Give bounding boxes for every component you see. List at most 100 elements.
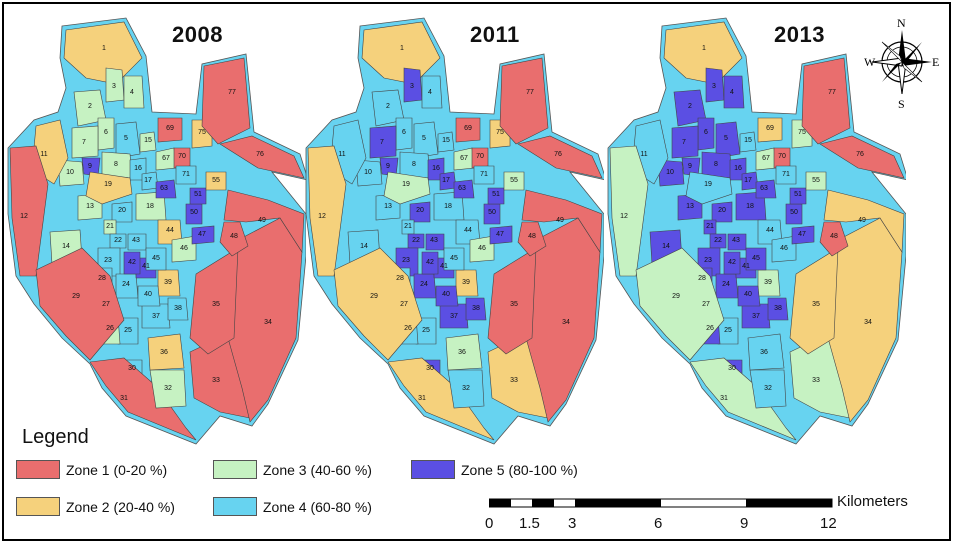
district-label-41: 41 [742,263,750,270]
scale-bar-graphic [488,498,833,508]
district-4 [421,75,443,109]
district-label-6: 6 [704,129,708,136]
district-label-25: 25 [422,327,430,334]
district-19 [383,171,431,205]
district-label-16: 16 [432,165,440,172]
district-label-3: 3 [112,83,116,90]
map-2008-svg: 1234567891011121314151617181920212223242… [7,17,306,445]
district-29 [333,247,423,361]
district-label-70: 70 [476,153,484,160]
district-22 [407,233,425,249]
district-4 [123,75,145,109]
district-label-69: 69 [464,125,472,132]
district-label-55: 55 [510,177,518,184]
district-label-5: 5 [422,135,426,142]
district-label-1: 1 [400,45,404,52]
district-label-46: 46 [180,245,188,252]
district-label-34: 34 [864,319,872,326]
district-31 [689,357,797,441]
map-2013-svg: 1234567891011121314151617181920212223242… [607,17,906,445]
district-49 [521,189,603,253]
district-12 [307,145,347,277]
district-label-37: 37 [152,313,160,320]
district-label-76: 76 [856,151,864,158]
district-label-77: 77 [228,89,236,96]
district-36 [747,333,785,371]
north-arrow: N S W E [864,16,940,111]
district-label-32: 32 [462,385,470,392]
district-38 [767,297,789,321]
district-63 [755,179,777,199]
district-label-77: 77 [526,89,534,96]
district-51 [487,187,505,205]
district-label-19: 19 [104,181,112,188]
district-label-47: 47 [798,231,806,238]
district-label-26: 26 [106,325,114,332]
district-76 [517,135,603,179]
district-label-4: 4 [428,89,432,96]
district-7 [71,125,99,159]
district-55 [503,171,525,191]
district-label-15: 15 [744,137,752,144]
district-42 [123,251,141,275]
legend-label: Zone 2 (20-40 %) [66,498,175,515]
district-label-49: 49 [258,217,266,224]
district-label-50: 50 [488,209,496,216]
district-label-48: 48 [830,233,838,240]
district-label-51: 51 [794,191,802,198]
district-label-14: 14 [360,243,368,250]
district-label-22: 22 [114,237,122,244]
district-45 [443,247,465,271]
district-label-63: 63 [458,185,466,192]
district-label-48: 48 [230,233,238,240]
district-29 [635,247,725,361]
district-label-67: 67 [162,155,170,162]
district-label-46: 46 [478,245,486,252]
district-48 [517,221,547,257]
district-label-11: 11 [40,151,47,158]
district-label-29: 29 [672,293,680,300]
district-label-50: 50 [790,209,798,216]
district-label-24: 24 [122,281,130,288]
district-label-45: 45 [152,255,160,262]
district-label-17: 17 [144,177,152,184]
district-15 [139,131,157,153]
district-label-40: 40 [442,291,450,298]
district-label-34: 34 [562,319,570,326]
district-20 [409,201,431,223]
district-label-45: 45 [450,255,458,262]
district-label-25: 25 [724,327,732,334]
district-46 [771,235,797,263]
district-63 [155,179,177,199]
district-label-6: 6 [104,129,108,136]
district-69 [757,117,783,143]
scale-tick: 0 [485,515,494,532]
district-label-47: 47 [198,231,206,238]
district-label-11: 11 [640,151,647,158]
district-label-13: 13 [86,203,94,210]
legend-item-zone5: Zone 5 (80-100 %) [411,460,578,479]
district-label-19: 19 [402,181,410,188]
district-label-14: 14 [662,243,670,250]
district-label-71: 71 [480,171,488,178]
district-label-21: 21 [706,223,714,230]
district-label-28: 28 [396,275,404,282]
district-76 [819,135,905,179]
district-69 [455,117,481,143]
district-label-35: 35 [510,301,518,308]
district-40 [435,285,459,307]
district-label-32: 32 [764,385,772,392]
legend-swatch [411,460,455,479]
district-69 [157,117,183,143]
district-label-43: 43 [132,237,140,244]
district-40 [137,285,161,307]
district-label-28: 28 [98,275,106,282]
district-label-21: 21 [404,223,412,230]
district-12 [609,145,649,277]
map-2011: 1 2 3 4 5 6 7 8 9 10 11 12 13 14 15 16 17 18 19 20 21 22 23 24 2… [304,8,604,448]
district-label-9: 9 [88,163,92,170]
district-label-26: 26 [706,325,714,332]
legend-label: Zone 4 (60-80 %) [263,498,372,515]
district-label-67: 67 [460,155,468,162]
district-77 [801,57,851,145]
